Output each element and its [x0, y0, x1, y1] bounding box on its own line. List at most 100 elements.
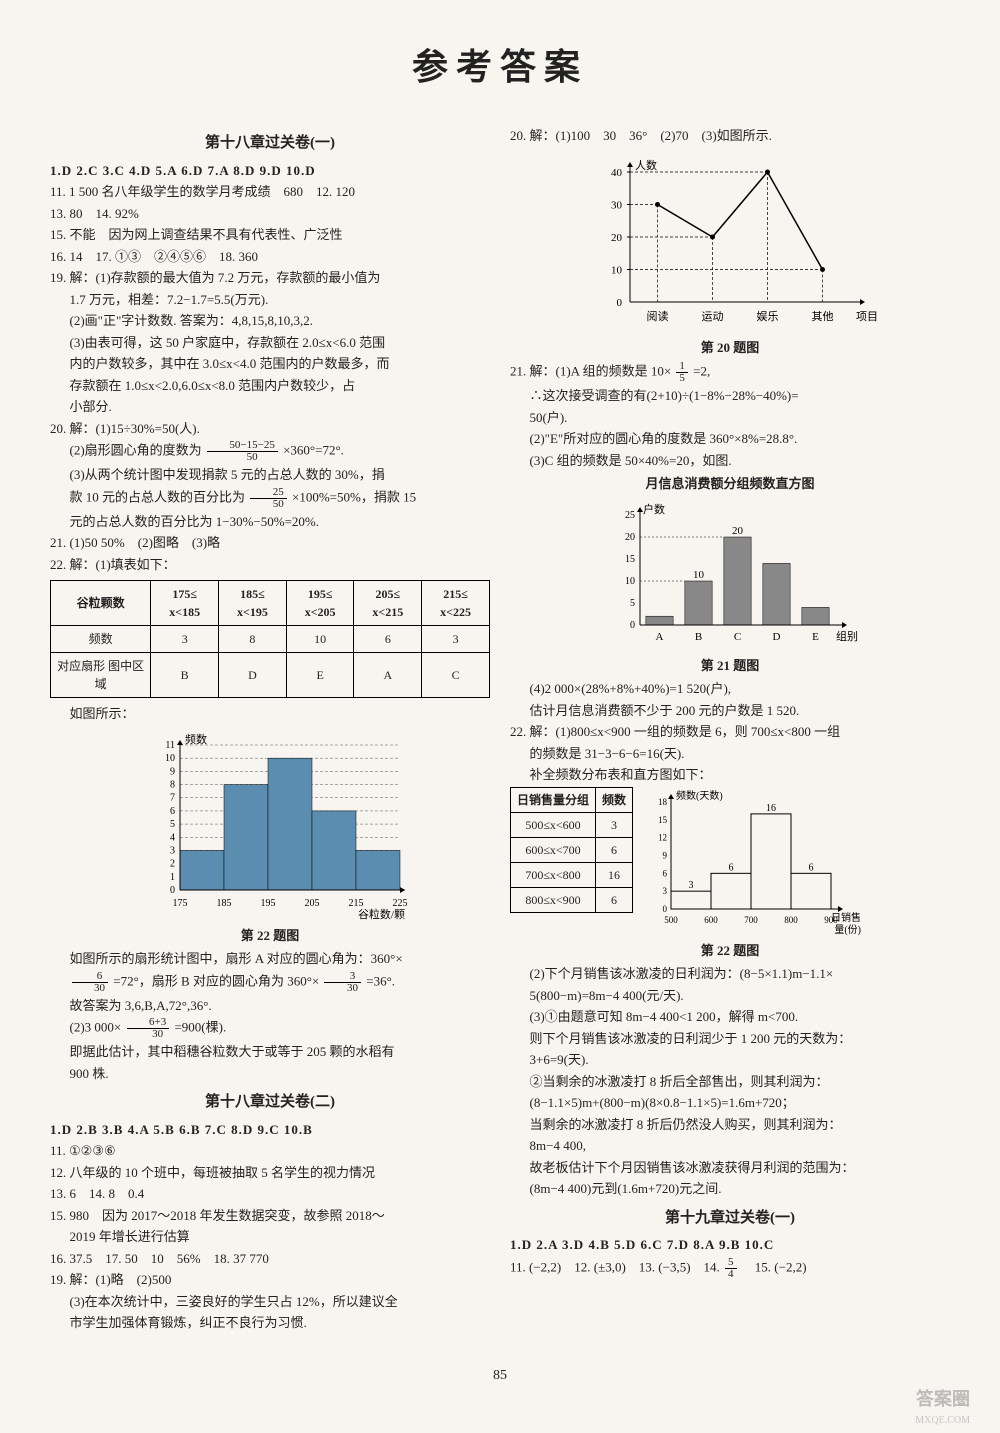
th: 日销售量分组: [511, 787, 596, 812]
s2q19: 19. 解：(1)略 (2)500: [50, 1270, 490, 1290]
page-number: 85: [50, 1365, 950, 1386]
svg-text:15: 15: [658, 814, 668, 824]
s2-mc-answers: 1.D 2.B 3.B 4.A 5.B 6.B 7.C 8.D 9.C 10.B: [50, 1120, 490, 1140]
svg-text:9: 9: [663, 850, 668, 860]
svg-text:娱乐: 娱乐: [757, 309, 779, 323]
svg-text:8: 8: [170, 779, 175, 790]
svg-text:3: 3: [689, 880, 694, 891]
th: 195≤ x<205: [286, 581, 354, 626]
watermark: 答案圈: [916, 1386, 970, 1413]
bar-chart-21: 05101520251020ABCDE户数组别: [600, 500, 860, 650]
svg-text:15: 15: [625, 554, 635, 565]
chart4-title: 第 22 题图: [510, 941, 950, 961]
q22a-post: =36°.: [366, 973, 395, 988]
frac-num: 6: [72, 971, 109, 983]
svg-text:谷粒数/颗: 谷粒数/颗: [358, 907, 405, 920]
sub-watermark: MXQE.COM: [915, 1413, 970, 1428]
q20-head: 20. 解：(1)15÷30%=50(人).: [50, 419, 490, 439]
frac-den: 30: [127, 1029, 170, 1040]
rq21b: ∴这次接受调查的有(2+10)÷(1−8%−28%−40%)=: [510, 386, 950, 406]
s3q11: 11. (−2,2) 12. (±3,0) 13. (−3,5) 14. 5 4…: [510, 1257, 950, 1280]
q22c-post: =900(棵).: [174, 1019, 226, 1034]
td: 600≤x<700: [511, 837, 596, 862]
rq21g: 估计月信息消费额不少于 200 元的户数是 1 520.: [510, 701, 950, 721]
page-title: 参考答案: [50, 40, 950, 94]
table-chart-row: 日销售量分组 频数 500≤x<6003 600≤x<7006 700≤x<80…: [510, 787, 950, 937]
rq22c: 补全频数分布表和直方图如下：: [510, 765, 950, 785]
s2q12: 12. 八年级的 10 个班中，每班被抽取 5 名学生的视力情况: [50, 1163, 490, 1183]
q20b: (2)扇形圆心角的度数为 50−15−25 50 ×360°=72°.: [50, 440, 490, 463]
two-column-layout: 第十八章过关卷(一) 1.D 2.C 3.C 4.D 5.A 6.D 7.A 8…: [50, 124, 950, 1335]
rq22j: (8−1.1×5)m+(800−m)(8×0.8−1.1×5)=1.6m+720…: [510, 1093, 950, 1113]
rq22b: 的频数是 31−3−6−6=16(天).: [510, 744, 950, 764]
td: 3: [422, 626, 490, 653]
s3-mc-answers: 1.D 2.A 3.D 4.B 5.D 6.C 7.D 8.A 9.B 10.C: [510, 1235, 950, 1255]
chart1-title: 第 22 题图: [50, 926, 490, 946]
s3q11-post: 15. (−2,2): [742, 1259, 807, 1274]
td: 800≤x<900: [511, 887, 596, 912]
s2q19c: 市学生加强体育锻炼，纠正不良行为习惯.: [50, 1313, 490, 1333]
svg-text:25: 25: [625, 510, 635, 521]
svg-text:A: A: [656, 631, 664, 643]
q15: 15. 不能 因为网上调查结果不具有代表性、广泛性: [50, 225, 490, 245]
svg-text:6: 6: [170, 805, 175, 816]
table-row: 对应扇形 图中区域 B D E A C: [51, 653, 490, 698]
q20b-post: ×360°=72°.: [283, 442, 344, 457]
svg-text:5: 5: [630, 598, 635, 609]
q16: 16. 14 17. ①③ ②④⑤⑥ 18. 360: [50, 247, 490, 267]
th: 谷粒颗数: [51, 581, 151, 626]
svg-text:40: 40: [611, 167, 623, 179]
svg-text:其他: 其他: [812, 310, 834, 323]
svg-text:11: 11: [165, 740, 175, 751]
rq21d: (2)"E"所对应的圆心角的度数是 360°×8%=28.8°.: [510, 429, 950, 449]
td: C: [422, 653, 490, 698]
s2q15b: 2019 年增长进行估算: [50, 1227, 490, 1247]
svg-text:195: 195: [261, 898, 276, 909]
q19c: (3)由表可得，这 50 户家庭中，存款额在 2.0≤x<6.0 范围: [50, 333, 490, 353]
svg-text:项目: 项目: [856, 310, 878, 323]
q19a: 1.7 万元，相差：7.2−1.7=5.5(万元).: [50, 290, 490, 310]
q13: 13. 80 14. 92%: [50, 204, 490, 224]
q22a-pre: 如图所示的扇形统计图中，扇形 A 对应的圆心角为：360°×: [70, 951, 403, 966]
q20b-pre: (2)扇形圆心角的度数为: [70, 442, 202, 457]
rq22n: (8m−4 400)元到(1.6m+720)元之间.: [510, 1179, 950, 1199]
table-row: 谷粒颗数 175≤ x<185 185≤ x<195 195≤ x<205 20…: [51, 581, 490, 626]
td: 3: [151, 626, 219, 653]
rq21-post: =2,: [693, 363, 710, 378]
svg-text:175: 175: [173, 898, 188, 909]
svg-text:0: 0: [617, 297, 623, 309]
th: 185≤ x<195: [219, 581, 287, 626]
svg-text:人数: 人数: [635, 159, 657, 172]
s2q16: 16. 37.5 17. 50 10 56% 18. 37 770: [50, 1249, 490, 1269]
s2q13: 13. 6 14. 8 0.4: [50, 1184, 490, 1204]
td: A: [354, 653, 422, 698]
s2q15: 15. 980 因为 2017～2018 年发生数据突变，故参照 2018～: [50, 1206, 490, 1226]
table-row: 频数 3 8 10 6 3: [51, 626, 490, 653]
rq22: 22. 解：(1)800≤x<900 一组的频数是 6，则 700≤x<800 …: [510, 722, 950, 742]
td: 8: [219, 626, 287, 653]
svg-text:4: 4: [170, 832, 175, 843]
rq22m: 故老板估计下个月因销售该冰激凌获得月利润的范围为：: [510, 1158, 950, 1178]
q22d: 即据此估计，其中稻穗谷粒数大于或等于 205 颗的水稻有: [50, 1042, 490, 1062]
svg-text:3: 3: [170, 845, 175, 856]
svg-text:C: C: [734, 631, 741, 643]
bar-chart-22: 036912151836166500600700800900频数(天数)日销售量…: [641, 787, 861, 937]
svg-text:18: 18: [658, 797, 668, 807]
q19f: 小部分.: [50, 397, 490, 417]
q22c: (2)3 000× 6+3 30 =900(棵).: [50, 1017, 490, 1040]
td: B: [151, 653, 219, 698]
fraction-3: 6 30: [72, 971, 109, 994]
rq22f: (3)①由题意可知 8m−4 400<1 200，解得 m<700.: [510, 1007, 950, 1027]
th: 205≤ x<215: [354, 581, 422, 626]
td: 10: [286, 626, 354, 653]
rq21: 21. 解：(1)A 组的频数是 10× 1 5 =2,: [510, 361, 950, 384]
svg-text:频数: 频数: [185, 732, 207, 746]
svg-text:700: 700: [744, 915, 758, 925]
svg-text:185: 185: [217, 898, 232, 909]
q22-head: 22. 解：(1)填表如下：: [50, 555, 490, 575]
svg-text:20: 20: [732, 525, 744, 537]
histogram-chart-22: 01234567891011175185195205215225频数谷粒数/颗: [130, 730, 410, 920]
q20d-post: ×100%=50%，捐款 15: [292, 489, 416, 504]
frac-num: 3: [324, 971, 361, 983]
svg-text:户数: 户数: [643, 502, 665, 516]
